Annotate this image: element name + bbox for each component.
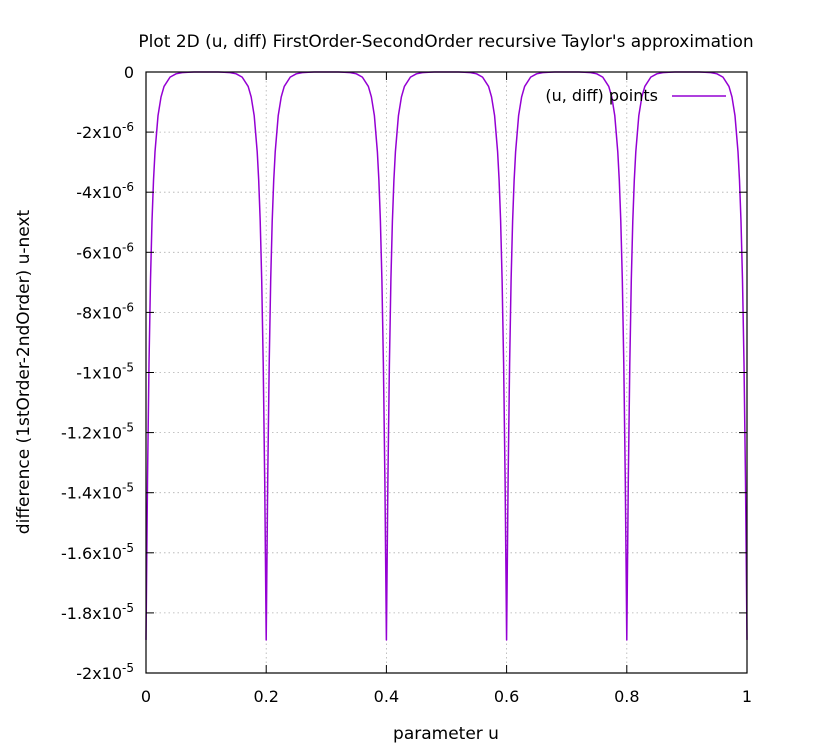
series-layer xyxy=(145,71,748,641)
x-tick-label: 0.6 xyxy=(494,687,519,706)
legend-label: (u, diff) points xyxy=(545,86,658,105)
y-tick-label: -2x10-6 xyxy=(76,120,134,142)
grid-lines xyxy=(146,72,747,673)
x-tick-label: 0.4 xyxy=(374,687,399,706)
x-tick-label: 0 xyxy=(141,687,151,706)
legend: (u, diff) points xyxy=(545,86,726,105)
y-tick-label: -4x10-6 xyxy=(76,180,134,202)
x-tick-label: 0.2 xyxy=(253,687,278,706)
y-tick-labels: 0 -2x10-6 -4x10-6 -6x10-6 -8x10-6 -1x10-5 -1.2… xyxy=(61,63,134,683)
x-tick-labels: 0 0.2 0.4 0.6 0.8 1 xyxy=(141,687,752,706)
y-tick-label: -1.4x10-5 xyxy=(61,481,134,503)
axis-ticks xyxy=(145,71,748,674)
y-tick-label: -1.8x10-5 xyxy=(61,601,134,623)
x-tick-label: 1 xyxy=(742,687,752,706)
y-tick-label: -1.2x10-5 xyxy=(61,421,134,443)
y-tick-label: -1x10-5 xyxy=(76,361,134,383)
y-tick-label: 0 xyxy=(124,63,134,82)
y-tick-label: -1.6x10-5 xyxy=(61,541,134,563)
y-tick-label: -2x10-5 xyxy=(76,661,134,683)
series-line xyxy=(145,71,748,641)
x-axis-label: parameter u xyxy=(393,724,499,744)
y-tick-label: -8x10-6 xyxy=(76,300,134,322)
y-tick-label: -6x10-6 xyxy=(76,240,134,262)
y-axis-label: difference (1stOrder-2ndOrder) u-next xyxy=(14,209,34,534)
chart-title: Plot 2D (u, diff) FirstOrder-SecondOrder… xyxy=(138,32,753,52)
x-tick-label: 0.8 xyxy=(614,687,639,706)
